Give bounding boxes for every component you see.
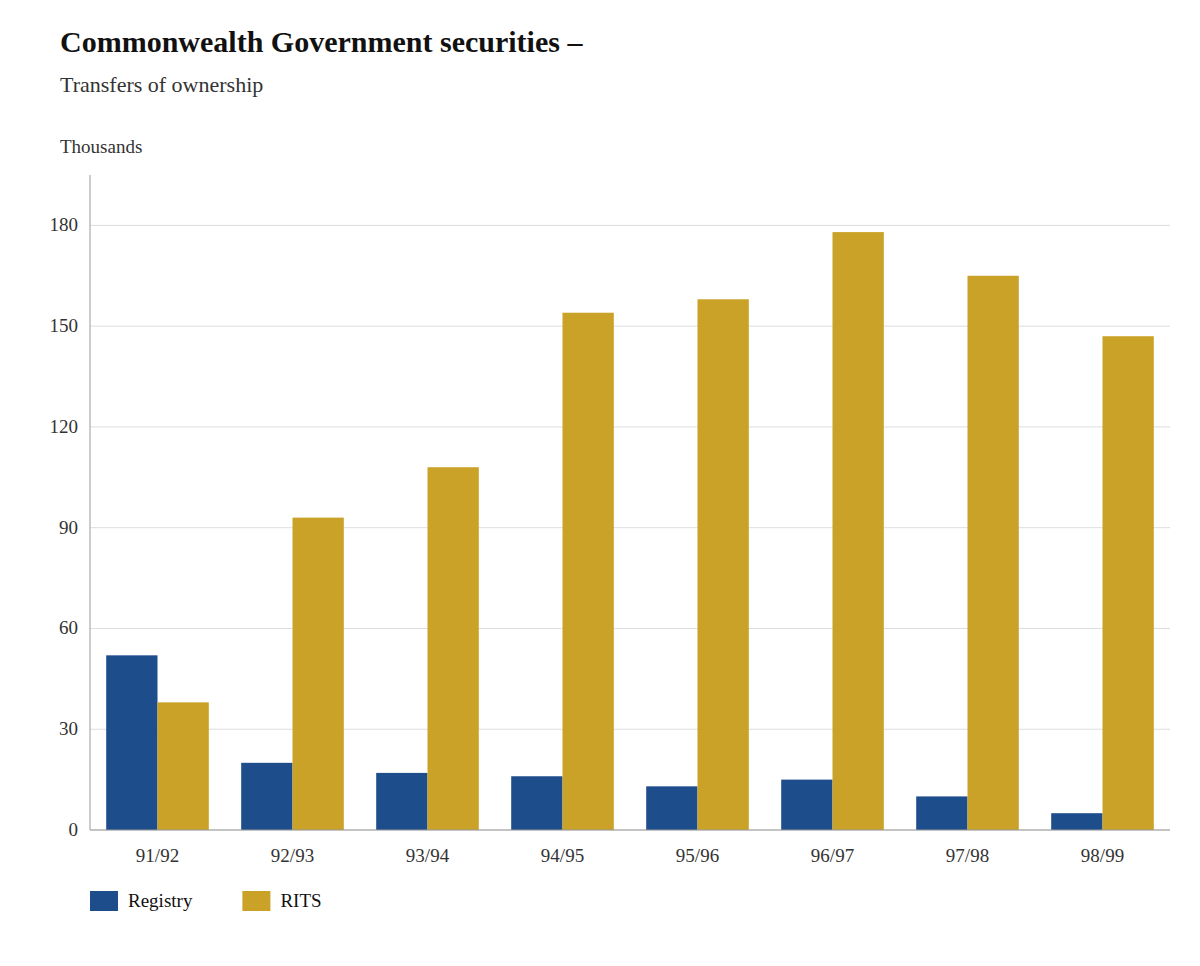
y-tick-label: 180 bbox=[50, 214, 79, 235]
y-tick-label: 90 bbox=[59, 517, 78, 538]
bar bbox=[698, 299, 749, 830]
y-axis: 0 30 60 90 120 150 180 bbox=[50, 214, 1171, 840]
bar bbox=[916, 796, 967, 830]
bar bbox=[106, 655, 157, 830]
bar bbox=[158, 702, 209, 830]
bar bbox=[241, 763, 292, 830]
x-tick-label: 92/93 bbox=[271, 845, 314, 866]
legend-swatch bbox=[90, 891, 118, 911]
y-tick-label: 150 bbox=[50, 315, 79, 336]
title: Commonwealth Government securities – bbox=[60, 25, 583, 58]
x-axis-line bbox=[90, 830, 1170, 831]
bar bbox=[833, 232, 884, 830]
x-tick-label: 95/96 bbox=[676, 845, 719, 866]
x-axis: 91/92 92/93 93/94 94/95 95/96 96/97 97/98 98/99 bbox=[90, 830, 1170, 866]
bar bbox=[563, 313, 614, 830]
x-tick-label: 97/98 bbox=[946, 845, 989, 866]
bar bbox=[781, 780, 832, 830]
grid-line bbox=[90, 830, 1170, 831]
bars bbox=[106, 232, 1154, 830]
bar bbox=[646, 786, 697, 830]
legend-swatch bbox=[242, 891, 270, 911]
bar bbox=[293, 518, 344, 830]
legend: Registry RITS bbox=[90, 890, 322, 911]
y-axis-label: Thousands bbox=[60, 136, 142, 157]
chart: Commonwealth Government securities – Tran… bbox=[0, 0, 1200, 966]
bar bbox=[1051, 813, 1102, 830]
x-tick-label: 96/97 bbox=[811, 845, 854, 866]
y-axis-line bbox=[90, 175, 91, 830]
x-tick-label: 91/92 bbox=[136, 845, 179, 866]
y-tick-label: 60 bbox=[59, 617, 78, 638]
y-tick-label: 0 bbox=[69, 819, 79, 840]
bar bbox=[428, 467, 479, 830]
x-tick-label: 94/95 bbox=[541, 845, 584, 866]
y-tick-label: 30 bbox=[59, 718, 78, 739]
bar bbox=[376, 773, 427, 830]
x-tick-label: 93/94 bbox=[406, 845, 450, 866]
bar bbox=[968, 276, 1019, 830]
y-tick-label: 120 bbox=[50, 416, 79, 437]
legend-label: RITS bbox=[280, 890, 321, 911]
bar bbox=[511, 776, 562, 830]
legend-label: Registry bbox=[128, 890, 193, 911]
subtitle: Transfers of ownership bbox=[60, 72, 263, 97]
bar bbox=[1103, 336, 1154, 830]
x-tick-label: 98/99 bbox=[1081, 845, 1124, 866]
grid-line bbox=[90, 225, 1170, 226]
